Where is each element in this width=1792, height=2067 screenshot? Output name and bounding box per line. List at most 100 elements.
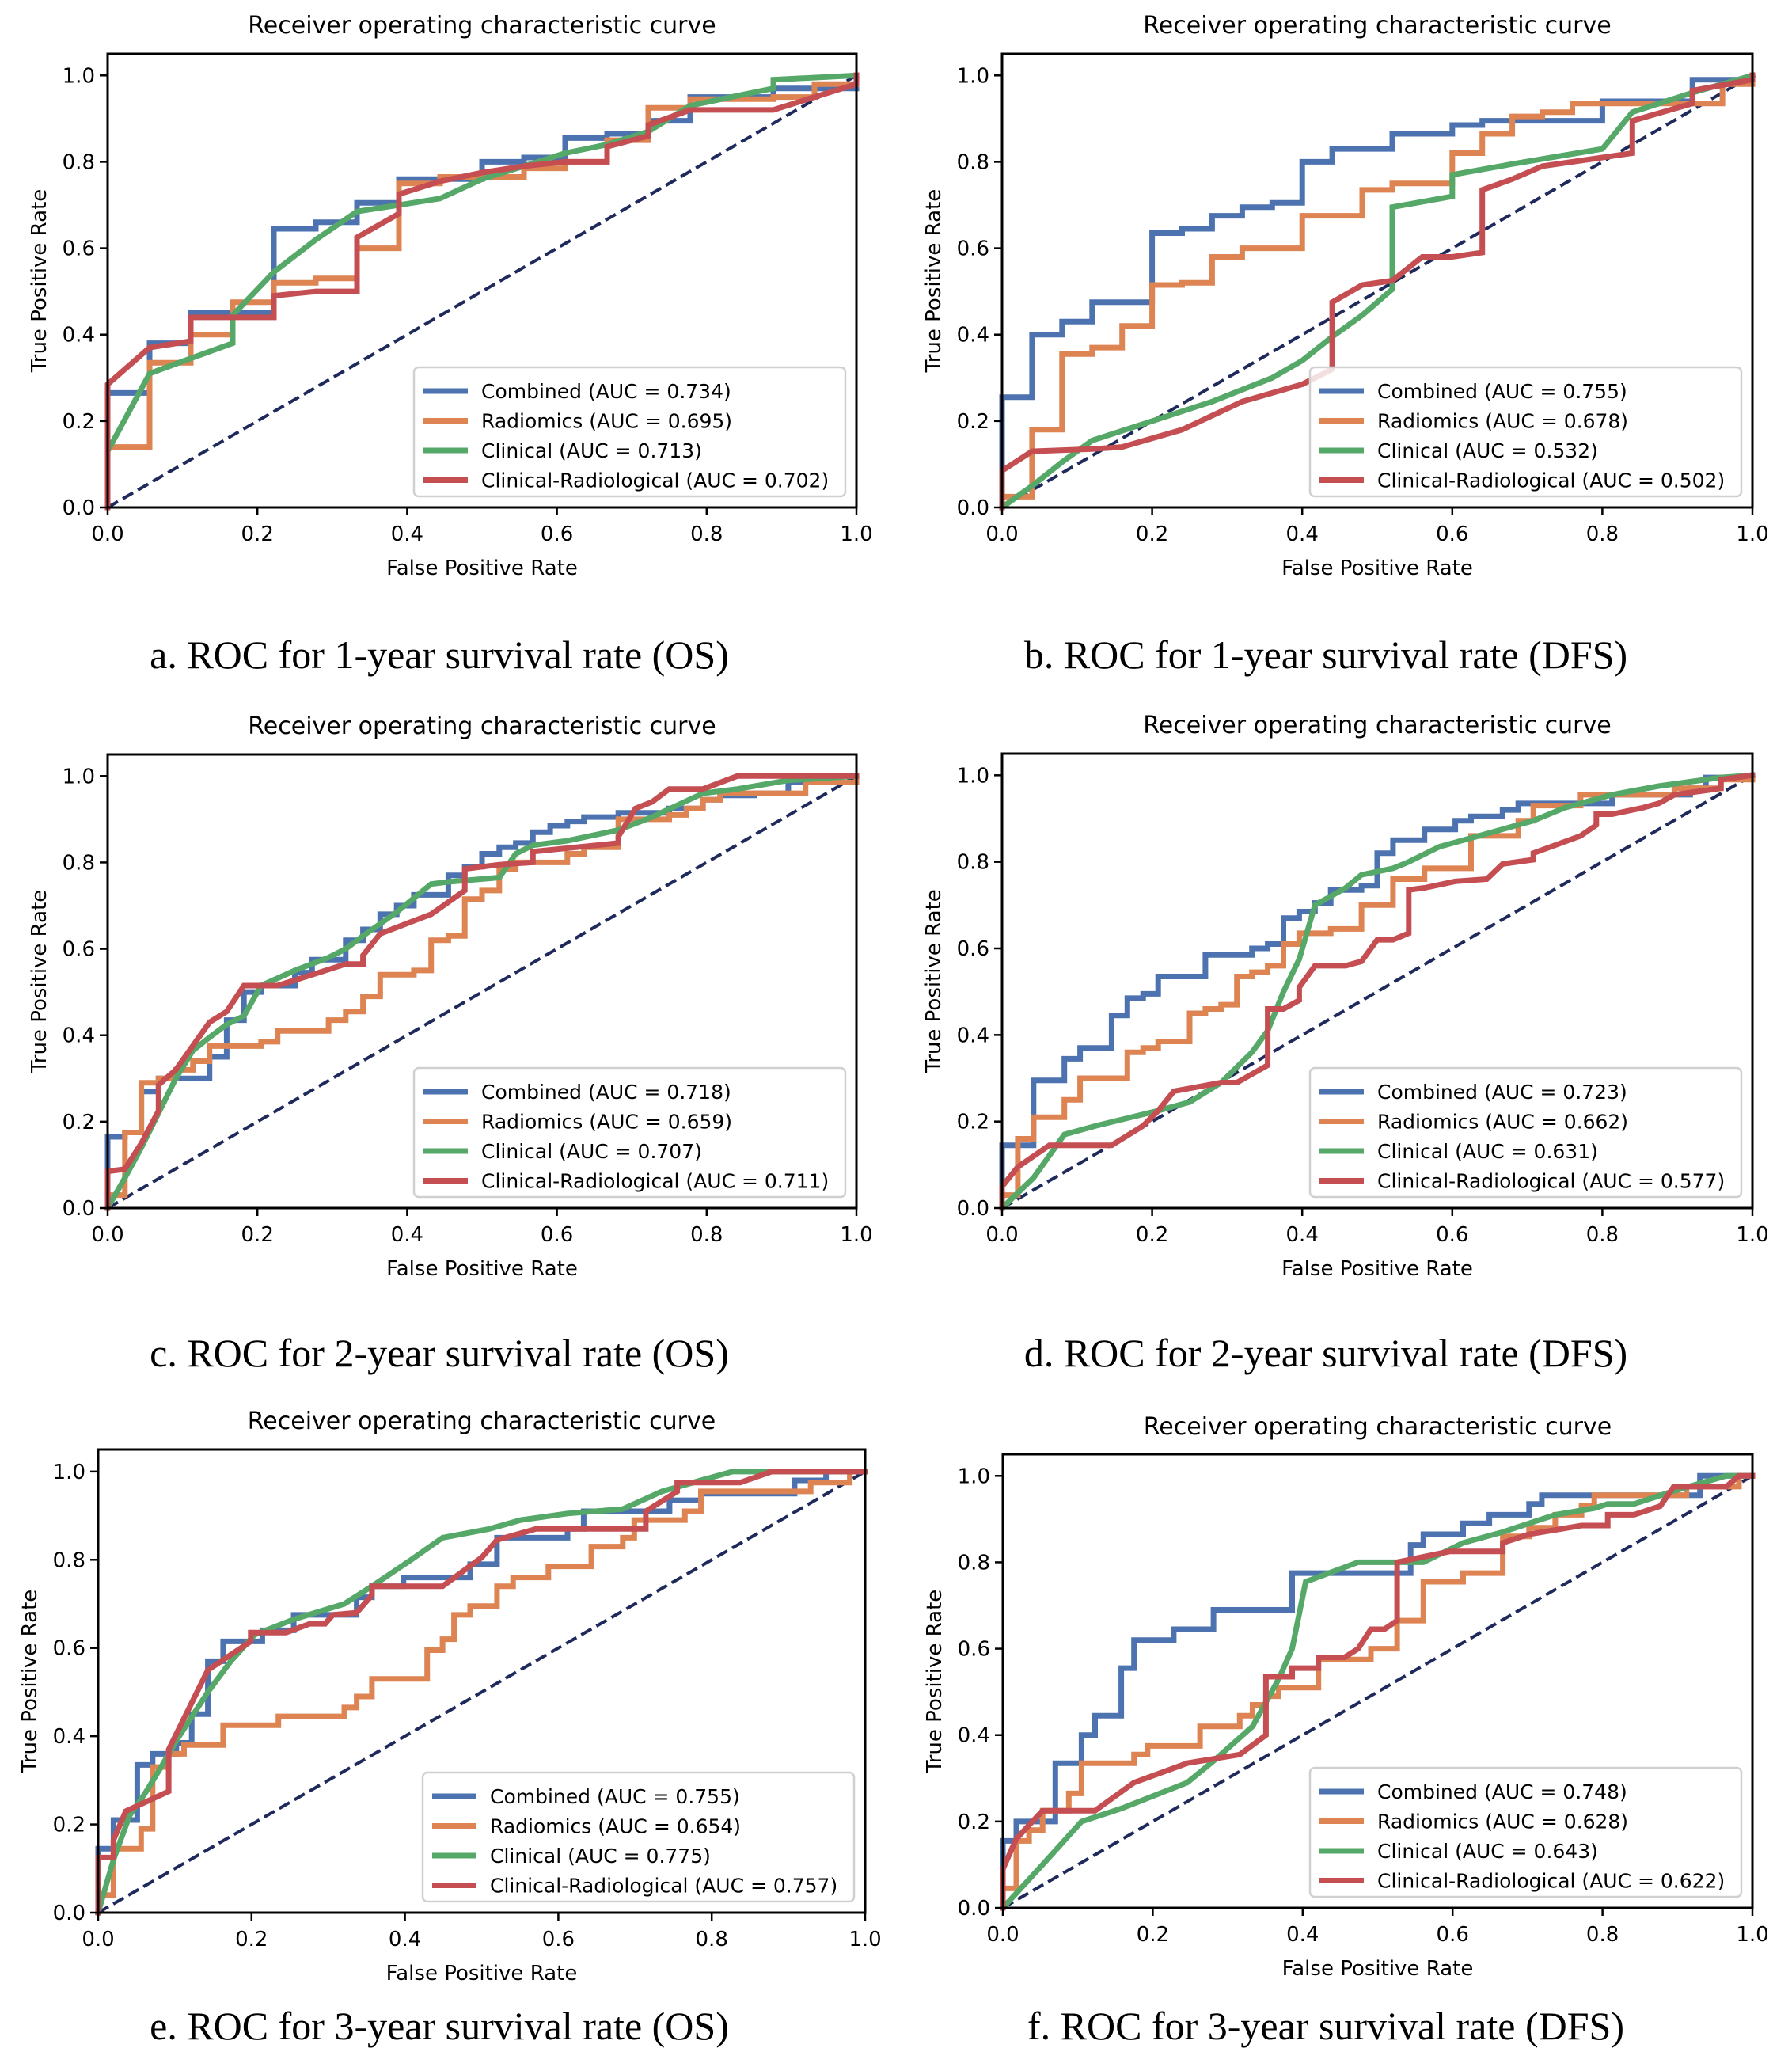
x-axis-label: False Positive Rate [386, 1257, 578, 1281]
x-axis-label: False Positive Rate [1282, 1957, 1474, 1981]
y-tick-label: 0.6 [63, 237, 95, 261]
chance-diagonal-line [97, 1470, 866, 1914]
axes-frame [1001, 1453, 1754, 1909]
y-tick-label: 0.2 [53, 1814, 85, 1837]
y-tick-label: 0.4 [957, 324, 989, 348]
legend-label: Combined (AUC = 0.748) [1377, 1780, 1627, 1803]
x-tick-label: 0.0 [82, 1928, 114, 1951]
legend-box [1308, 1066, 1743, 1199]
x-tick-label: 0.4 [389, 1928, 421, 1951]
roc-curve-radiomics [104, 773, 860, 1211]
chart-title: Receiver operating characteristic curve [1143, 712, 1611, 739]
roc-curve-clinical-radiological [999, 72, 1756, 511]
legend-label: Combined (AUC = 0.723) [1377, 1081, 1627, 1104]
roc-curve-radiomics [1000, 1472, 1756, 1911]
x-tick-label: 1.0 [849, 1928, 881, 1951]
x-tick-label: 0.2 [1136, 522, 1168, 546]
roc-curve-clinical [999, 71, 1756, 511]
chance-diagonal-line [107, 74, 857, 509]
axes-frame [106, 52, 858, 509]
roc-panel-b: Receiver operating characteristic curve 0… [922, 12, 1769, 580]
roc-panel-d: Receiver operating characteristic curve 0… [922, 712, 1769, 1281]
legend: Combined (AUC = 0.755) Radiomics (AUC = 0… [1308, 366, 1743, 498]
y-tick-label: 0.4 [53, 1725, 85, 1749]
legend-label: Radiomics (AUC = 0.654) [490, 1815, 741, 1838]
x-axis-label: False Positive Rate [386, 1962, 578, 1985]
chart-title: Receiver operating characteristic curve [1144, 1413, 1612, 1441]
x-tick-label: 0.6 [1437, 1923, 1469, 1947]
y-axis-label: True Positive Rate [28, 890, 51, 1074]
x-tick-label: 0.6 [1436, 1223, 1468, 1247]
y-axis-label: True Positive Rate [922, 889, 946, 1073]
x-tick-label: 0.0 [985, 1223, 1018, 1247]
x-tick-label: 0.6 [542, 1928, 575, 1951]
legend-label: Clinical-Radiological (AUC = 0.711) [481, 1170, 829, 1193]
roc-curve-combined [1000, 1472, 1756, 1911]
roc-curve-combined [999, 72, 1756, 511]
y-tick-label: 0.6 [53, 1637, 85, 1661]
roc-panel-e: Receiver operating characteristic curve 0… [18, 1408, 882, 1985]
y-tick-label: 0.6 [957, 937, 989, 961]
x-tick-label: 0.6 [541, 1223, 573, 1247]
y-tick-label: 1.0 [53, 1461, 85, 1484]
legend: Combined (AUC = 0.718) Radiomics (AUC = 0… [412, 1066, 847, 1199]
legend-box [421, 1771, 856, 1903]
legend-box [1308, 366, 1743, 498]
x-tick-label: 0.2 [241, 1223, 274, 1247]
roc-curve-clinical-radiological [1000, 1472, 1756, 1911]
chart-title: Receiver operating characteristic curve [248, 12, 716, 40]
roc-curve-clinical [999, 772, 1756, 1211]
roc-curve-clinical [104, 72, 860, 511]
legend-label: Clinical-Radiological (AUC = 0.502) [1377, 469, 1725, 492]
y-tick-label: 0.4 [63, 324, 95, 348]
legend-label: Radiomics (AUC = 0.659) [481, 1111, 732, 1134]
x-tick-label: 0.4 [1286, 522, 1319, 546]
y-tick-label: 0.6 [958, 1638, 990, 1662]
x-tick-label: 0.0 [985, 522, 1018, 546]
x-tick-label: 0.2 [1137, 1923, 1169, 1947]
legend-label: Clinical-Radiological (AUC = 0.702) [481, 469, 829, 492]
panel-caption-c: c. ROC for 2-year survival rate (OS) [150, 1331, 729, 1375]
y-tick-label: 0.0 [957, 1197, 989, 1221]
roc-curve-clinical [95, 1469, 868, 1916]
legend-label: Clinical (AUC = 0.707) [481, 1140, 702, 1163]
chance-diagonal-line [107, 774, 857, 1210]
x-tick-label: 0.4 [391, 522, 423, 546]
y-tick-label: 0.2 [958, 1811, 990, 1834]
chart-title: Receiver operating characteristic curve [248, 712, 716, 740]
roc-curve-clinical-radiological [104, 72, 860, 511]
y-tick-label: 0.0 [958, 1897, 990, 1921]
y-tick-label: 0.0 [63, 496, 95, 520]
roc-curve-clinical-radiological [104, 773, 860, 1211]
legend-label: Clinical (AUC = 0.643) [1377, 1840, 1598, 1863]
y-axis-label: True Positive Rate [18, 1590, 42, 1774]
axes-frame [1000, 52, 1754, 509]
x-tick-label: 1.0 [1736, 522, 1768, 546]
x-tick-label: 1.0 [840, 522, 872, 546]
x-tick-label: 0.2 [1136, 1223, 1168, 1247]
y-tick-label: 0.2 [63, 410, 95, 434]
legend-label: Combined (AUC = 0.755) [1377, 380, 1627, 403]
legend-label: Clinical (AUC = 0.631) [1377, 1140, 1598, 1163]
x-tick-label: 0.4 [1286, 1223, 1319, 1247]
y-tick-label: 0.8 [957, 150, 989, 174]
legend-box [412, 366, 847, 498]
y-tick-label: 0.8 [53, 1548, 85, 1572]
x-tick-label: 0.8 [1586, 1223, 1619, 1247]
chart-title: Receiver operating characteristic curve [248, 1408, 716, 1435]
legend-label: Clinical (AUC = 0.532) [1377, 439, 1598, 462]
legend-label: Combined (AUC = 0.734) [481, 380, 731, 403]
roc-panel-a: Receiver operating characteristic curve 0… [28, 12, 873, 580]
x-tick-label: 1.0 [1736, 1923, 1768, 1947]
legend: Combined (AUC = 0.723) Radiomics (AUC = 0… [1308, 1066, 1743, 1199]
x-tick-label: 1.0 [840, 1223, 872, 1247]
y-tick-label: 1.0 [63, 64, 95, 88]
y-tick-label: 0.8 [957, 851, 989, 875]
y-tick-label: 0.0 [63, 1197, 95, 1221]
y-tick-label: 0.4 [957, 1024, 989, 1047]
x-tick-label: 0.2 [235, 1928, 268, 1951]
y-tick-label: 1.0 [957, 764, 989, 788]
y-tick-label: 0.4 [958, 1724, 990, 1748]
x-tick-label: 0.8 [696, 1928, 728, 1951]
